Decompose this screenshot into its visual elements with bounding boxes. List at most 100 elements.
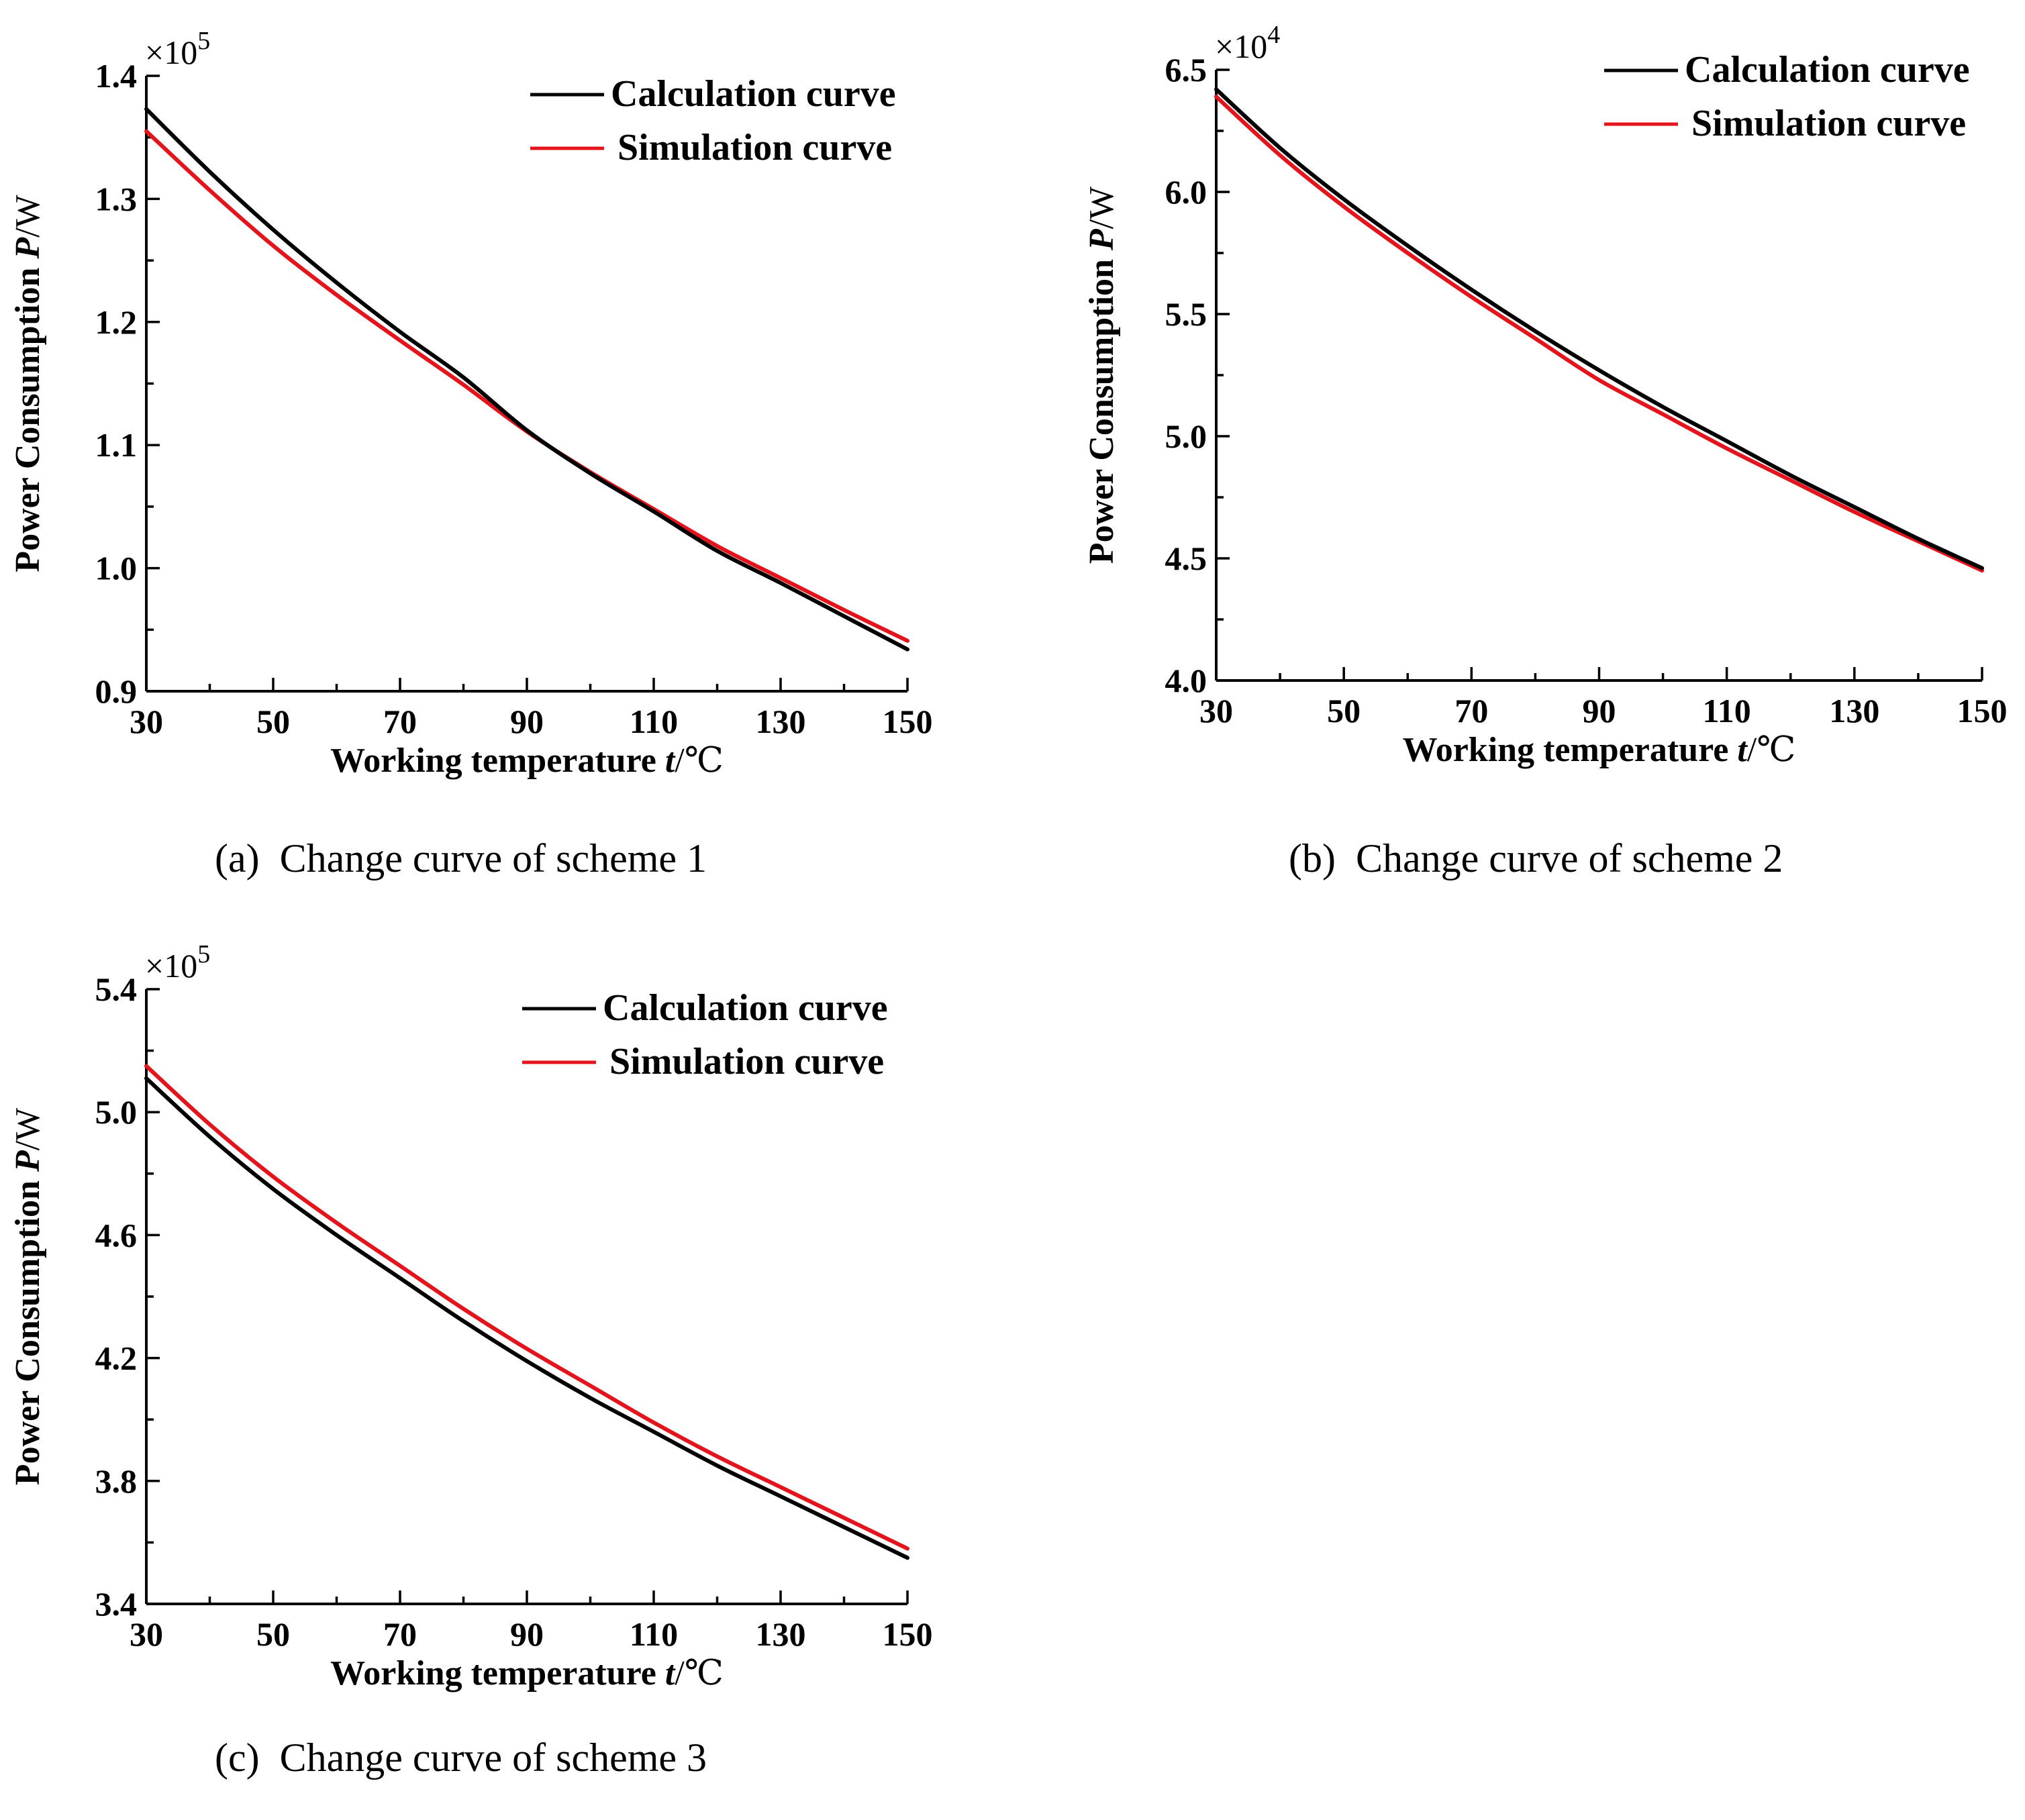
y-tick-label: 4.5 [1165, 540, 1207, 577]
chart-panel-b: 30 50 70 90 110 130 150 4.0 4.5 5.0 5.5 6.0 6.5 ×104 W… [1074, 0, 2020, 880]
y-tick-label: 6.5 [1165, 51, 1207, 89]
y-axis-title: Power Consumption P/W [9, 195, 47, 572]
legend-label-simulation: Simulation curve [1691, 103, 1966, 144]
x-tick-label: 30 [1199, 692, 1233, 729]
x-axis-title-unit: /℃ [675, 742, 724, 780]
chart-panel-c: 30 50 70 90 110 130 150 3.4 3.8 4.2 4.6 5.0 5.4 ×105 W… [0, 919, 993, 1780]
y-multiplier-base: ×10 [145, 947, 197, 984]
x-tick-label: 130 [1829, 692, 1879, 729]
chart-b-series [1214, 87, 1984, 573]
chart-a-axes: 30 50 70 90 110 130 150 0.9 1.0 1.1 1.2 1.3 1.4×105 W… [9, 27, 933, 780]
chart-b-caption: (b) Change curve of scheme 2 [1289, 836, 1783, 882]
chart-b-caption-tag: (b) [1289, 836, 1336, 880]
x-tick-label: 150 [883, 1615, 933, 1653]
y-multiplier-exponent: 5 [197, 27, 210, 55]
y-tick-label: 5.0 [1165, 417, 1207, 455]
y-multiplier-exponent: 4 [1267, 21, 1280, 49]
y-tick-label: 5.4 [95, 970, 138, 1008]
x-axis-title-unit: /℃ [675, 1654, 724, 1692]
y-tick-label: 1.2 [95, 303, 138, 341]
y-axis-title: Power Consumption P/W [1083, 187, 1121, 564]
chart-b-caption-text: Change curve of scheme 2 [1355, 836, 1783, 880]
y-tick-label: 3.8 [95, 1462, 138, 1500]
y-axis-title-unit: /W [1083, 187, 1121, 230]
chart-a-svg: 30 50 70 90 110 130 150 0.9 1.0 1.1 1.2 1.3 1.4×105 W… [9, 27, 933, 780]
legend-label-calculation: Calculation curve [603, 987, 888, 1029]
y-tick-label: 4.2 [95, 1339, 138, 1377]
chart-c-legend: Calculation curve Simulation curve [522, 987, 888, 1082]
y-multiplier-base: ×10 [1215, 28, 1267, 65]
y-tick-label: 4.0 [1165, 662, 1207, 699]
y-tick-label: 0.9 [95, 672, 138, 710]
y-tick-label: 1.4 [95, 57, 138, 95]
y-axis-title: Power Consumption P/W [9, 1108, 47, 1485]
y-tick-label: 1.3 [95, 180, 138, 217]
chart-b-simulation-curve [1214, 95, 1984, 573]
x-tick-label: 150 [1957, 692, 2008, 729]
y-axis-title-unit: /W [9, 195, 47, 238]
x-axis-title-text: Working temperature [330, 742, 665, 780]
y-tick-label: 1.1 [95, 426, 138, 464]
y-axis-title-text: Power Consumption [9, 1172, 47, 1485]
x-axis-title-var: t [665, 1654, 676, 1692]
chart-a-legend: Calculation curve Simulation curve [530, 73, 896, 168]
y-axis-title-unit: /W [9, 1108, 47, 1151]
x-tick-label: 90 [510, 703, 544, 740]
chart-b-calculation-curve [1214, 87, 1984, 570]
x-tick-label: 150 [883, 703, 933, 740]
y-tick-label: 5.0 [95, 1093, 138, 1131]
chart-c-calculation-curve [144, 1076, 909, 1560]
x-tick-label: 90 [1583, 692, 1616, 729]
legend-label-calculation: Calculation curve [1685, 49, 1970, 91]
y-tick-label: 4.6 [95, 1216, 138, 1254]
chart-a-calculation-curve [144, 107, 909, 652]
y-multiplier-label: ×105 [145, 27, 210, 71]
chart-a-caption-tag: (a) [215, 836, 260, 880]
y-multiplier-label: ×105 [145, 940, 210, 984]
chart-a-caption-text: Change curve of scheme 1 [279, 836, 707, 880]
chart-b-legend: Calculation curve Simulation curve [1604, 49, 1970, 144]
x-axis-title-text: Working temperature [330, 1654, 665, 1692]
y-tick-label: 5.5 [1165, 295, 1207, 333]
chart-b-axes: 30 50 70 90 110 130 150 4.0 4.5 5.0 5.5 6.0 6.5×104 W… [1083, 21, 2008, 769]
chart-c-caption-tag: (c) [215, 1735, 260, 1780]
x-tick-label: 110 [1703, 692, 1751, 729]
x-axis-title-text: Working temperature [1403, 731, 1738, 769]
x-tick-label: 70 [1454, 692, 1488, 729]
x-tick-label: 70 [383, 1615, 417, 1653]
chart-a-caption: (a) Change curve of scheme 1 [215, 836, 707, 882]
chart-a-simulation-curve [144, 129, 909, 643]
y-axis-title-var: P [1083, 228, 1121, 251]
x-tick-label: 130 [756, 703, 806, 740]
chart-c-caption: (c) Change curve of scheme 3 [215, 1735, 707, 1781]
y-axis-title-var: P [9, 237, 47, 260]
x-tick-label: 30 [130, 703, 163, 740]
x-tick-label: 110 [630, 1615, 678, 1653]
legend-label-calculation: Calculation curve [611, 73, 896, 115]
y-multiplier-exponent: 5 [197, 940, 210, 968]
chart-c-simulation-curve [144, 1064, 909, 1551]
y-multiplier-base: ×10 [145, 34, 197, 71]
legend-label-simulation: Simulation curve [618, 127, 892, 168]
chart-a-series [144, 107, 909, 652]
x-tick-label: 130 [756, 1615, 806, 1653]
x-tick-label: 50 [1327, 692, 1361, 729]
y-tick-label: 6.0 [1165, 173, 1207, 211]
x-tick-label: 110 [630, 703, 678, 740]
y-axis-title-text: Power Consumption [1083, 250, 1121, 564]
y-axis-title-var: P [9, 1150, 47, 1172]
y-tick-label: 1.0 [95, 550, 138, 587]
x-tick-label: 30 [130, 1615, 163, 1653]
y-multiplier-label: ×104 [1215, 21, 1280, 65]
x-axis-title: Working temperature t/℃ [330, 1654, 724, 1692]
y-axis-title-text: Power Consumption [9, 259, 47, 572]
chart-c-caption-text: Change curve of scheme 3 [279, 1735, 707, 1780]
chart-c-series [144, 1064, 909, 1560]
x-axis-title: Working temperature t/℃ [1403, 731, 1796, 769]
x-tick-label: 50 [256, 703, 290, 740]
x-tick-label: 90 [510, 1615, 544, 1653]
y-tick-label: 3.4 [95, 1585, 138, 1623]
x-axis-title-unit: /℃ [1747, 731, 1796, 769]
legend-label-simulation: Simulation curve [609, 1041, 884, 1082]
x-tick-label: 50 [256, 1615, 290, 1653]
